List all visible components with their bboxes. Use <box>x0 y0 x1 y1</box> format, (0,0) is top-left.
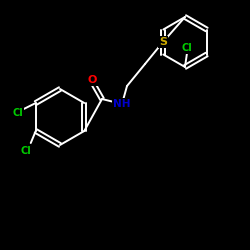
Text: Cl: Cl <box>20 146 31 156</box>
Text: Cl: Cl <box>12 108 23 118</box>
Text: O: O <box>87 75 97 85</box>
Text: Cl: Cl <box>182 43 192 53</box>
Text: S: S <box>159 37 167 47</box>
Text: NH: NH <box>113 99 131 109</box>
